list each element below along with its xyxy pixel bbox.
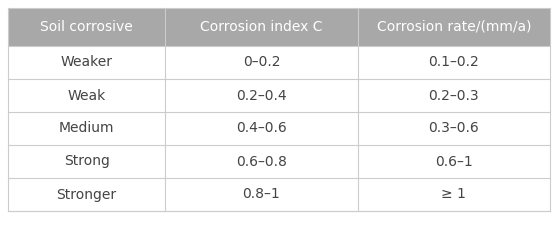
Text: 0.2–0.4: 0.2–0.4 <box>236 89 287 103</box>
Bar <box>8 79 550 112</box>
Text: Stronger: Stronger <box>56 188 117 202</box>
Text: Corrosion index C: Corrosion index C <box>200 20 323 34</box>
Text: Soil corrosive: Soil corrosive <box>40 20 133 34</box>
Text: 0.6–1: 0.6–1 <box>435 154 473 168</box>
Text: ≥ 1: ≥ 1 <box>441 188 466 202</box>
Bar <box>8 145 550 178</box>
Bar <box>8 8 165 46</box>
Text: 0.4–0.6: 0.4–0.6 <box>236 121 287 136</box>
Text: 0–0.2: 0–0.2 <box>243 55 280 69</box>
Text: 0.2–0.3: 0.2–0.3 <box>429 89 479 103</box>
Bar <box>8 112 550 145</box>
Text: Weak: Weak <box>68 89 105 103</box>
Text: 0.6–0.8: 0.6–0.8 <box>236 154 287 168</box>
Text: 0.3–0.6: 0.3–0.6 <box>429 121 479 136</box>
Text: Medium: Medium <box>59 121 114 136</box>
Bar <box>8 46 550 79</box>
Text: 0.8–1: 0.8–1 <box>243 188 280 202</box>
Text: Weaker: Weaker <box>61 55 113 69</box>
Text: Corrosion rate/(mm/a): Corrosion rate/(mm/a) <box>377 20 531 34</box>
Bar <box>8 178 550 211</box>
Text: Strong: Strong <box>64 154 109 168</box>
Bar <box>358 8 550 46</box>
Text: 0.1–0.2: 0.1–0.2 <box>429 55 479 69</box>
Bar <box>165 8 358 46</box>
